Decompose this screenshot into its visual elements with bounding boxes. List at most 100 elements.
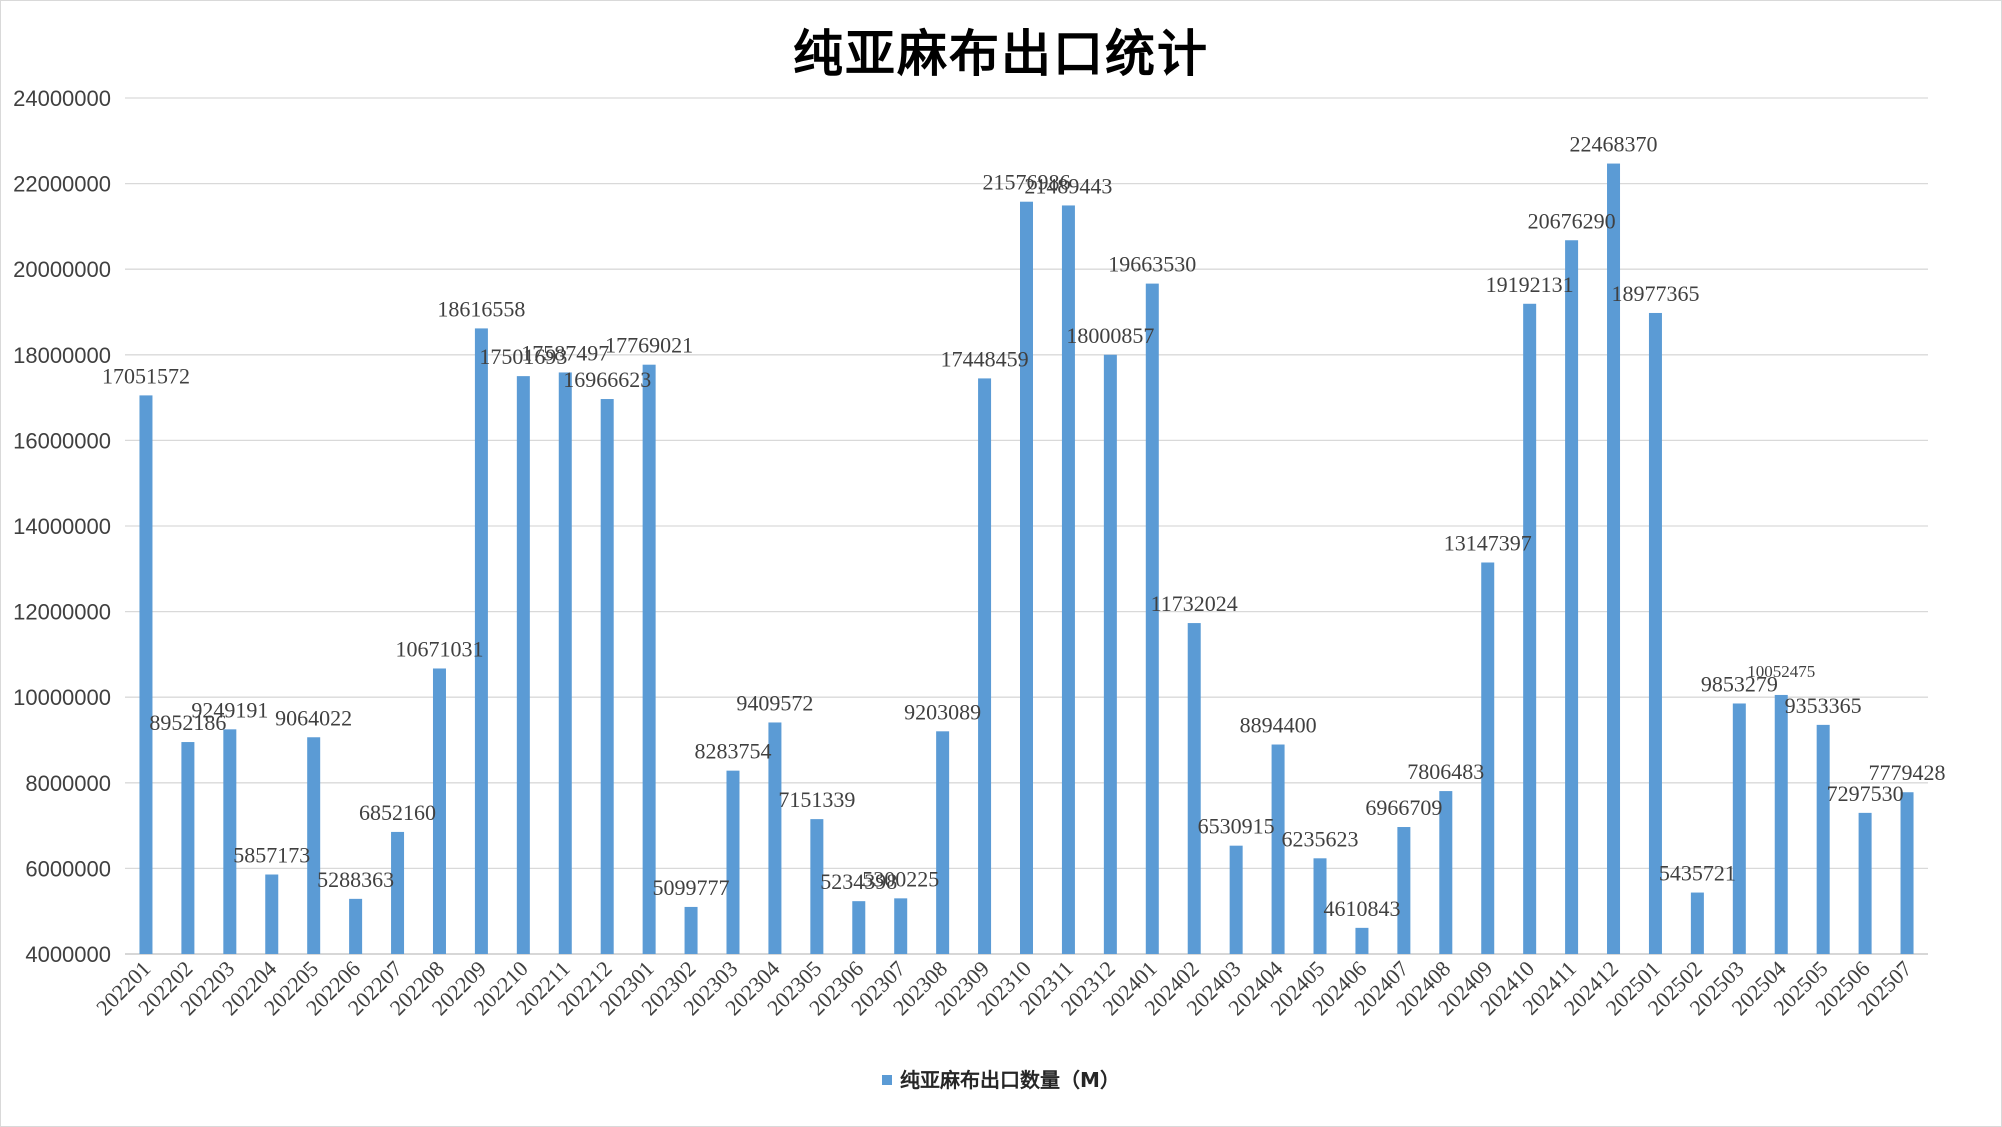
data-label: 17448459 [941, 346, 1029, 371]
bar [474, 328, 488, 954]
data-label: 4610843 [1323, 896, 1400, 921]
data-label: 5300225 [862, 866, 939, 891]
bar [936, 731, 950, 954]
bar [516, 376, 530, 954]
bar [1774, 694, 1788, 954]
data-label: 16966623 [563, 367, 651, 392]
data-label: 6852160 [359, 800, 436, 825]
bar [1145, 283, 1159, 954]
data-label: 19663530 [1108, 252, 1196, 277]
bar [726, 770, 740, 954]
bar [139, 395, 153, 955]
data-label: 20676290 [1528, 208, 1616, 233]
bar [600, 399, 614, 954]
bar [1607, 163, 1621, 954]
y-tick-label: 12000000 [13, 600, 111, 625]
data-label: 19192131 [1486, 272, 1574, 297]
bar [223, 729, 237, 954]
bar [978, 378, 992, 954]
bar [1313, 858, 1327, 954]
bar [1271, 744, 1285, 954]
data-label: 10671031 [395, 636, 483, 661]
bar [181, 742, 195, 954]
data-label: 11732024 [1151, 591, 1238, 616]
data-label: 21576986 [983, 170, 1071, 195]
bar [1523, 303, 1537, 954]
x-axis-tick-labels: 2022012022022022032022042022052022062022… [91, 956, 1916, 1020]
bar [265, 874, 279, 954]
bar [1187, 623, 1201, 954]
bar [391, 831, 405, 954]
data-label: 9064022 [275, 705, 352, 730]
bar [1858, 812, 1872, 954]
data-label: 17587497 [521, 340, 609, 365]
data-label: 8283754 [694, 739, 771, 764]
bar [684, 906, 698, 954]
y-tick-label: 18000000 [13, 343, 111, 368]
data-label: 21489443 [1024, 173, 1112, 198]
bar [1565, 240, 1579, 955]
bar [768, 722, 782, 954]
data-label: 6966709 [1365, 795, 1442, 820]
bar [1732, 703, 1746, 954]
data-label: 7151339 [778, 787, 855, 812]
data-label: 7779428 [1869, 760, 1946, 785]
y-tick-label: 20000000 [13, 257, 111, 282]
bar [1229, 845, 1243, 954]
bar [1648, 312, 1662, 955]
data-label: 6235623 [1282, 826, 1359, 851]
y-tick-label: 4000000 [25, 942, 111, 967]
bar [642, 364, 656, 954]
data-label: 18616558 [437, 296, 525, 321]
data-label: 18000857 [1066, 323, 1154, 348]
data-label: 9353365 [1785, 693, 1862, 718]
data-label: 7297530 [1827, 781, 1904, 806]
data-label: 5234398 [820, 869, 897, 894]
bar [1439, 791, 1453, 954]
data-label: 8952186 [149, 710, 226, 735]
bar [558, 372, 572, 954]
y-tick-label: 10000000 [13, 685, 111, 710]
bar [1103, 354, 1117, 954]
bar [1020, 201, 1033, 954]
data-label: 9409572 [736, 690, 813, 715]
data-label: 9203089 [904, 699, 981, 724]
bar [852, 901, 866, 954]
data-label: 13147397 [1444, 530, 1532, 555]
data-label: 6530915 [1198, 814, 1275, 839]
bar [432, 668, 446, 954]
data-label: 9853279 [1701, 671, 1778, 696]
bar [1355, 927, 1369, 954]
bar [810, 819, 824, 954]
data-label: 5435721 [1659, 861, 1736, 886]
bar [349, 898, 363, 954]
data-label: 17769021 [605, 333, 693, 358]
bar [1816, 724, 1830, 954]
data-label: 7806483 [1407, 759, 1484, 784]
bar [307, 737, 321, 954]
bars [139, 163, 1914, 955]
y-tick-label: 14000000 [13, 514, 111, 539]
data-label: 18977365 [1611, 281, 1699, 306]
y-tick-label: 24000000 [13, 86, 111, 111]
data-label: 9249191 [191, 697, 268, 722]
legend-label: 纯亚麻布出口数量（M） [900, 1068, 1120, 1092]
data-label: 5288363 [317, 867, 394, 892]
data-label: 5857173 [233, 843, 310, 868]
y-axis-tick-labels: 4000000 6000000 8000000 10000000 12000000 140… [13, 86, 111, 967]
data-label: 17501693 [479, 344, 567, 369]
y-tick-label: 8000000 [25, 771, 111, 796]
data-label: 10052475 [1747, 662, 1815, 681]
bar [1690, 892, 1704, 954]
data-label: 22468370 [1570, 132, 1658, 157]
y-tick-label: 16000000 [13, 428, 111, 453]
bar [894, 898, 908, 954]
y-tick-label: 6000000 [25, 856, 111, 881]
bar [1900, 792, 1914, 954]
data-label: 5099777 [653, 875, 730, 900]
y-tick-label: 22000000 [13, 172, 111, 197]
bar [1481, 562, 1495, 954]
